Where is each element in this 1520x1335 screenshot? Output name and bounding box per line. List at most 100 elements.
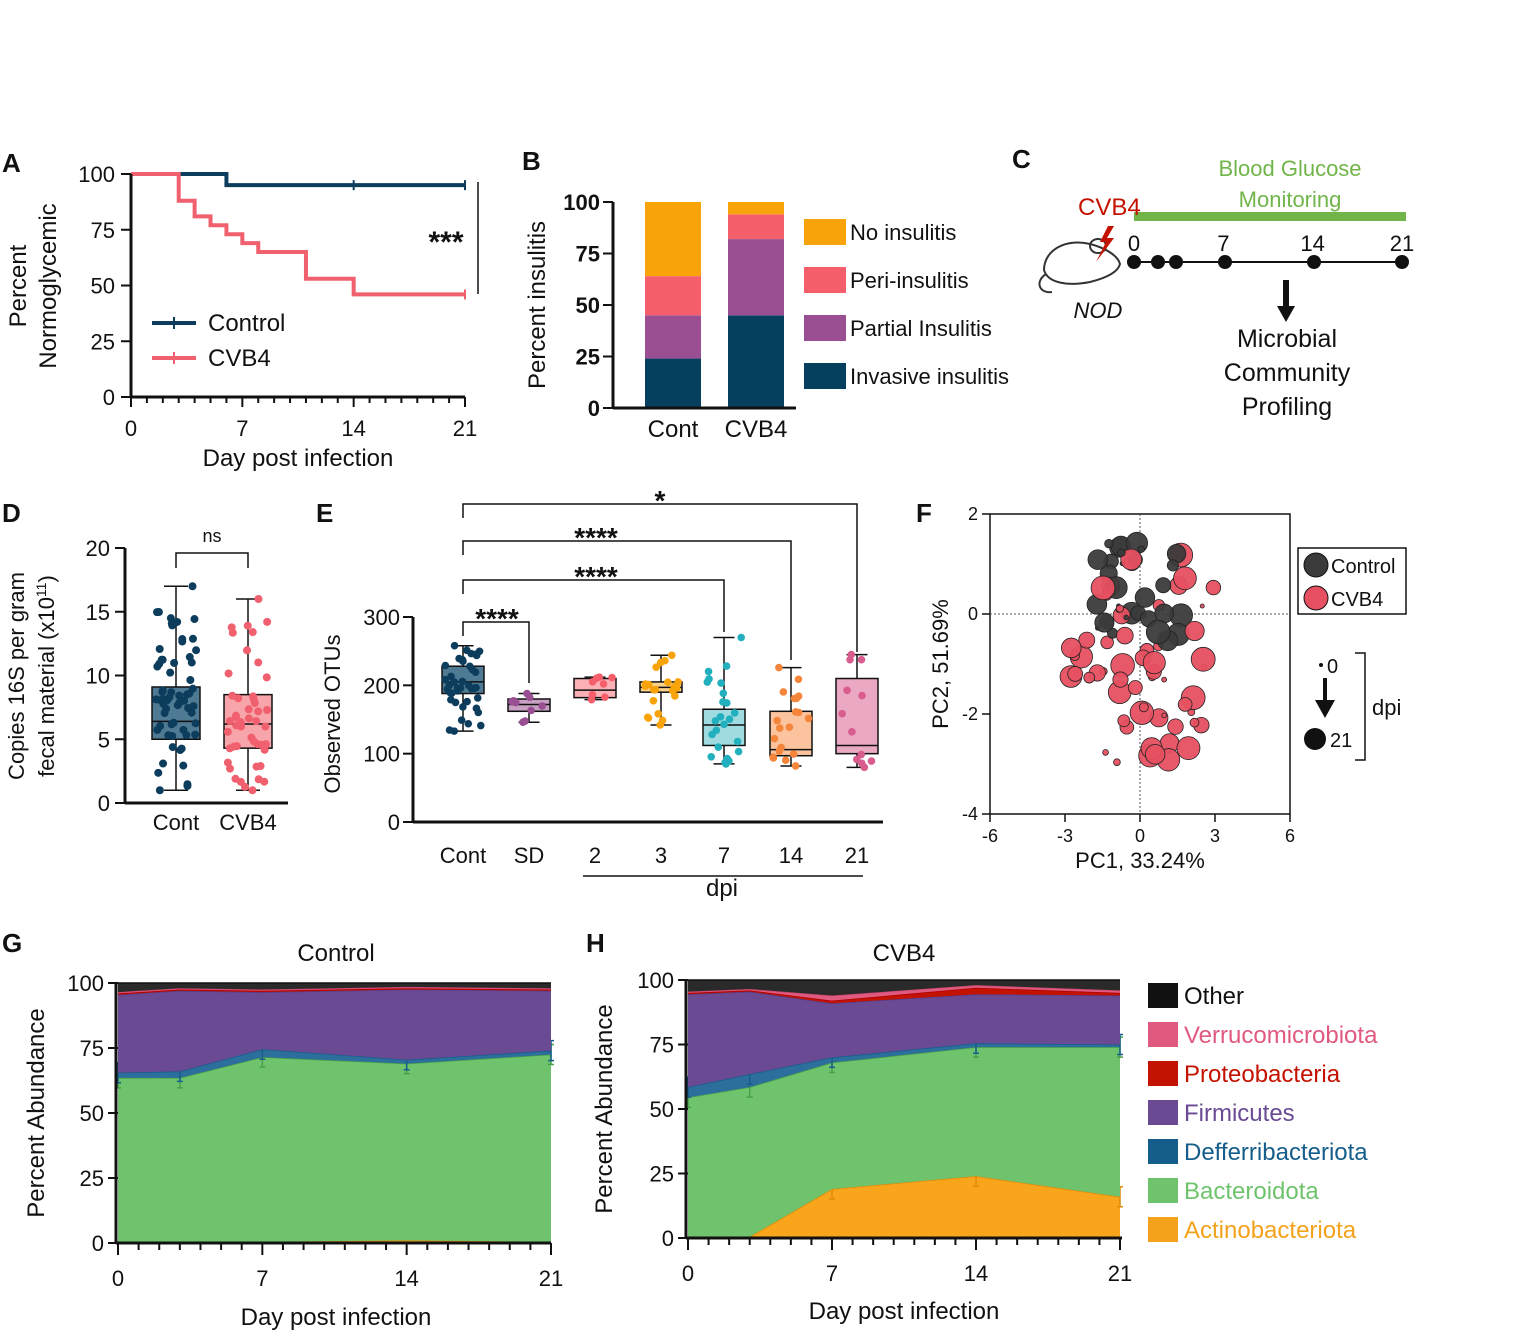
e-comparison-label: **** <box>574 522 618 553</box>
e-21-dot <box>838 709 846 718</box>
e-14-dot <box>789 750 798 758</box>
mouse-tail <box>1038 273 1053 294</box>
d-cont-dot <box>175 691 184 700</box>
f-size-small-label: 0 <box>1327 656 1338 678</box>
e-ytick-label: 0 <box>388 810 400 835</box>
d-ytick-label: 5 <box>98 727 110 752</box>
e-comparison-bracket <box>462 579 725 632</box>
d-cont-dot <box>156 696 165 705</box>
e-2-dot <box>588 690 597 699</box>
h-legend-label: Actinobacteriota <box>1184 1217 1357 1244</box>
b-xtick-label: Cont <box>648 416 699 443</box>
b-bar-cont-peri-insulitis <box>645 276 701 316</box>
f-size-title: dpi <box>1372 695 1401 720</box>
d-cvb4-dot <box>244 714 253 723</box>
c-profiling-3: Profiling <box>1242 393 1332 421</box>
d-cont-dot <box>185 689 194 698</box>
d-cont-dot <box>191 719 200 728</box>
g-area-bacteroidota <box>118 1054 551 1242</box>
d-cont-dot <box>192 646 201 655</box>
a-xtick-label: 7 <box>236 416 248 441</box>
d-cvb4-dot <box>256 762 265 771</box>
e-cont-dot <box>471 650 480 659</box>
panel-f: -6 -3 0 3 6 -4 -2 0 2 PC1, 33.24% PC2, 51.69% Co… <box>928 504 1407 873</box>
e-21-dot <box>858 691 866 700</box>
panel-label-g: G <box>2 928 22 958</box>
panel-c: Blood Glucose Monitoring CVB4 NOD 0 7 14 21… <box>1038 156 1414 421</box>
d-cvb4-dot <box>227 623 236 632</box>
e-7-dot <box>704 667 713 676</box>
g-area-firmicutes <box>118 989 551 1073</box>
d-ytick-label: 20 <box>86 536 110 561</box>
b-bar-cvb4-peri-insulitis <box>728 214 784 240</box>
d-cont-dot <box>167 688 176 697</box>
e-cont-dot <box>445 681 454 689</box>
g-xtick-label: 14 <box>394 1266 418 1291</box>
g-area-other <box>118 983 551 993</box>
f-ytick-label: -2 <box>962 704 978 724</box>
h-area-defferribacteriota <box>688 1043 1120 1098</box>
f-point-cvb4 <box>1189 717 1200 728</box>
panel-label-f: F <box>916 498 932 528</box>
e-14-dot <box>779 688 788 696</box>
e-cont-dot <box>450 641 459 650</box>
e-comparison-bracket <box>462 540 792 660</box>
e-7-dot <box>714 743 723 751</box>
b-legend-swatch <box>804 315 846 341</box>
f-ytick-label: 2 <box>968 504 978 524</box>
h-ytick-label: 0 <box>662 1226 674 1251</box>
e-14-dot <box>775 724 784 732</box>
f-point-control <box>1094 612 1115 633</box>
e-7-dot <box>737 633 745 642</box>
e-14-dot <box>775 663 783 672</box>
f-point-cvb4 <box>1144 744 1166 765</box>
h-area-verrucomicrobiota <box>688 985 1120 1001</box>
e-7-dot <box>711 717 720 725</box>
h-title: CVB4 <box>873 940 936 967</box>
e-cont-dot <box>473 694 482 702</box>
a-significance: *** <box>428 226 463 259</box>
f-legend-cvb4: CVB4 <box>1331 589 1383 611</box>
c-virus-label: CVB4 <box>1078 194 1141 221</box>
a-legend: Control CVB4 <box>152 310 285 372</box>
f-point-cvb4 <box>1100 635 1114 650</box>
d-cvb4-dot <box>257 740 266 749</box>
f-xtick-label: 6 <box>1285 826 1295 846</box>
e-ytick-label: 300 <box>363 605 400 630</box>
f-xtick-label: 0 <box>1135 826 1145 846</box>
panel-label-e: E <box>316 498 333 528</box>
d-cont-dot <box>155 786 164 795</box>
e-7-dot <box>722 662 731 670</box>
e-7-dot <box>712 726 721 735</box>
e-2-dot <box>588 678 597 686</box>
d-cont-dot <box>188 582 197 591</box>
g-ytick-label: 75 <box>80 1036 104 1061</box>
f-point-cvb4 <box>1115 604 1124 613</box>
e-sd-dot <box>525 693 534 702</box>
e-3-dot <box>652 663 660 671</box>
e-cont-dot <box>457 716 466 724</box>
d-cont-dot <box>170 658 179 667</box>
d-cvb4-dot <box>250 699 259 708</box>
d-cvb4-dot <box>243 646 252 655</box>
d-cvb4-dot <box>248 786 257 795</box>
e-cont-dot <box>464 681 473 690</box>
f-xlabel: PC1, 33.24% <box>1075 848 1205 873</box>
f-xtick-label: -6 <box>982 826 998 846</box>
b-bar-cont-invasive-insulitis <box>645 358 701 408</box>
e-comparison-bracket <box>462 621 530 683</box>
d-cont-dot <box>188 634 197 643</box>
e-xtick-label: 14 <box>779 843 803 868</box>
a-legend-cvb4: CVB4 <box>208 345 271 372</box>
d-cont-dot <box>160 709 169 718</box>
b-ytick-label: 100 <box>563 190 600 215</box>
e-cont-dot <box>468 666 477 674</box>
b-ytick-label: 50 <box>576 293 600 318</box>
e-7-dot <box>725 715 734 724</box>
g-ytick-label: 0 <box>92 1231 104 1256</box>
f-point-control <box>1087 549 1109 570</box>
e-cont-dot <box>464 719 473 728</box>
e-21-dot <box>848 728 856 736</box>
c-sample-dot <box>1307 255 1321 269</box>
